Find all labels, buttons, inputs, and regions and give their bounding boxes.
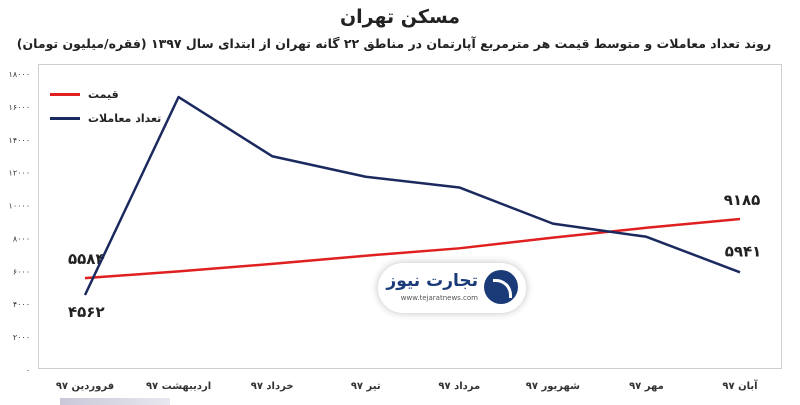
legend: قیمت تعداد معاملات <box>50 82 161 130</box>
x-tick-label: تیر ۹۷ <box>351 381 381 392</box>
x-tick-label: شهریور ۹۷ <box>526 381 580 392</box>
y-tick-label: ۱۰۰۰۰ <box>9 202 30 211</box>
x-tick-label: فروردین ۹۷ <box>56 381 114 392</box>
y-tick-label: ۸۰۰۰ <box>13 234 30 243</box>
chart-subtitle: روند تعداد معاملات و متوسط قیمت هر مترمر… <box>16 36 772 51</box>
bottom-decoration <box>60 398 170 405</box>
x-tick-label: خرداد ۹۷ <box>251 381 294 392</box>
y-tick-label: ۴۰۰۰ <box>13 300 30 309</box>
logo-icon <box>484 270 518 304</box>
transactions-series-line <box>83 95 741 296</box>
logo-name: تجارت نیوز <box>386 271 478 291</box>
logo-url: www.tejaratnews.com <box>400 294 478 302</box>
data-label: ۵۹۴۱ <box>725 242 762 260</box>
price-series-line <box>84 217 741 280</box>
y-tick-label: ۱۴۰۰۰ <box>9 136 30 145</box>
legend-swatch-price <box>50 92 80 96</box>
data-label: ۵۵۸۴ <box>68 250 105 268</box>
y-tick-label: ۱۲۰۰۰ <box>9 169 30 178</box>
y-tick-label: ۰ <box>26 366 30 375</box>
x-tick-label: مرداد ۹۷ <box>438 381 480 392</box>
legend-item-transactions: تعداد معاملات <box>50 106 161 130</box>
legend-label-transactions: تعداد معاملات <box>88 111 162 125</box>
legend-swatch-transactions <box>50 116 80 120</box>
legend-item-price: قیمت <box>50 82 161 106</box>
plot-area <box>38 64 782 369</box>
y-tick-label: ۱۸۰۰۰ <box>9 70 30 79</box>
y-tick-label: ۲۰۰۰ <box>13 333 30 342</box>
x-tick-label: آبان ۹۷ <box>722 379 758 392</box>
chart-title-text: مسکن تهران <box>339 6 461 28</box>
watermark-logo: تجارت نیوز www.tejaratnews.com <box>378 263 526 313</box>
x-tick-label: اردیبهشت ۹۷ <box>146 381 211 392</box>
data-label: ۴۵۶۲ <box>68 303 105 321</box>
x-tick-label: مهر ۹۷ <box>629 381 664 392</box>
y-tick-label: ۱۶۰۰۰ <box>9 103 30 112</box>
legend-label-price: قیمت <box>88 87 119 101</box>
data-label: ۹۱۸۵ <box>724 191 761 209</box>
y-tick-label: ۶۰۰۰ <box>13 267 30 276</box>
